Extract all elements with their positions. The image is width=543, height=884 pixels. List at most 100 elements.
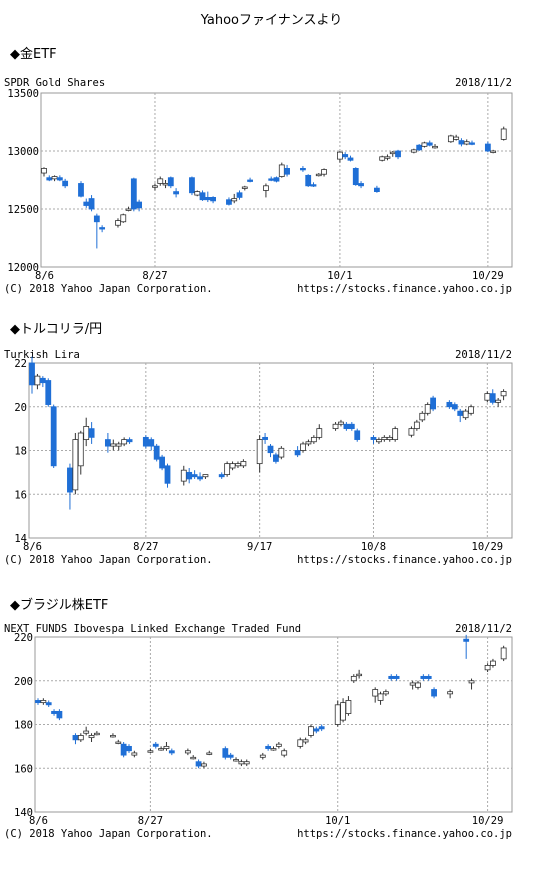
candle-down	[273, 177, 280, 182]
candle-up	[490, 660, 496, 666]
candle-down	[104, 439, 111, 447]
chart-subtitle: NEXT FUNDS Ibovespa Linked Exchange Trad…	[4, 623, 301, 635]
turkish-lira-chart: Turkish Lira 2018/11/2 14 16 18 20 22 8/6 8/27 9/…	[4, 349, 513, 566]
candle-up	[238, 761, 245, 765]
candle-up	[379, 156, 386, 161]
candle-down	[236, 192, 243, 198]
candle-up	[158, 748, 165, 751]
candle-down	[226, 199, 232, 205]
candle-up	[386, 436, 393, 440]
candle-down	[99, 227, 106, 230]
candle-down	[152, 743, 159, 747]
candle-down	[159, 456, 165, 469]
candle-up	[83, 426, 90, 440]
candle-up	[77, 432, 84, 467]
candle-up	[384, 156, 391, 159]
candle-down	[430, 397, 437, 410]
candle-down	[56, 710, 63, 719]
candle-up	[381, 436, 388, 440]
candle-up	[163, 745, 170, 749]
candle-down	[284, 168, 290, 175]
candle-down	[136, 201, 143, 209]
candle-up	[410, 149, 417, 153]
candle-down	[164, 465, 171, 484]
candle-up	[131, 752, 138, 756]
candle-down	[173, 191, 180, 195]
copyright-text: (C) 2018 Yahoo Japan Corporation.	[4, 283, 213, 295]
candle-down	[72, 735, 79, 741]
candle-down	[426, 142, 433, 146]
candle-up	[240, 461, 247, 467]
candle-up	[259, 754, 266, 758]
candle-down	[204, 197, 211, 201]
candle-down	[265, 745, 272, 749]
candle-down	[168, 750, 175, 754]
candle-up	[233, 759, 239, 762]
candle-down	[342, 154, 349, 158]
candle-up	[241, 186, 248, 189]
candle-down	[313, 728, 320, 732]
candle-up	[157, 178, 164, 184]
candle-up	[281, 750, 288, 756]
x-tick-label: 8/6	[23, 541, 42, 553]
candle-down	[153, 445, 160, 460]
candle-up	[389, 151, 396, 155]
chart-date: 2018/11/2	[455, 349, 512, 361]
x-tick-label: 8/27	[138, 815, 163, 827]
candle-up	[202, 474, 209, 478]
candle-down	[373, 187, 380, 193]
candle-up	[235, 463, 241, 467]
candle-down	[126, 745, 132, 752]
x-tick-label: 8/27	[133, 541, 158, 553]
candle-up	[110, 735, 116, 738]
candle-up	[184, 750, 191, 754]
x-tick-label: 10/29	[472, 815, 504, 827]
candle-down	[273, 454, 279, 462]
candle-down	[93, 215, 100, 223]
candle-up	[180, 469, 187, 482]
candle-up	[484, 393, 491, 401]
candle-up	[243, 761, 250, 765]
chart-subtitle: Turkish Lira	[4, 349, 80, 361]
candle-up	[447, 135, 454, 143]
y-tick-label: 16	[14, 489, 27, 501]
candle-up	[270, 748, 277, 751]
candle-down	[451, 404, 458, 410]
candle-down	[88, 428, 95, 438]
candle-up	[490, 150, 497, 153]
candle-up	[201, 763, 207, 767]
candle-down	[489, 393, 496, 403]
candle-down	[35, 700, 41, 704]
gold-etf-chart: SPDR Gold Shares 2018/11/2 12000 12500 13000…	[4, 77, 513, 295]
candle-down	[126, 439, 133, 443]
candle-up	[376, 439, 382, 443]
y-tick-label: 22	[14, 358, 27, 370]
candle-up	[152, 185, 158, 188]
candle-down	[305, 174, 312, 187]
candle-up	[110, 443, 117, 447]
candle-up	[415, 682, 421, 688]
candle-up	[500, 647, 507, 660]
candle-up	[115, 741, 122, 744]
x-tick-label: 10/1	[325, 815, 350, 827]
candle-down	[51, 710, 57, 714]
candle-down	[370, 436, 377, 440]
candle-up	[424, 404, 431, 414]
x-tick-label: 10/8	[361, 541, 386, 553]
candle-up	[115, 443, 122, 447]
candle-up	[337, 151, 343, 160]
candle-down	[227, 754, 234, 758]
candle-up	[302, 739, 309, 743]
candle-down	[67, 467, 73, 493]
candle-down	[484, 143, 491, 152]
candle-up	[462, 410, 469, 419]
candle-up	[300, 443, 306, 451]
candle-down	[247, 179, 253, 182]
candle-up	[340, 702, 346, 721]
chart-date: 2018/11/2	[455, 623, 512, 635]
candle-up	[495, 399, 502, 403]
y-tick-label: 200	[14, 676, 33, 688]
candle-up	[147, 750, 154, 753]
section-heading-gold: ◆金ETF	[10, 47, 57, 62]
x-tick-label: 9/17	[247, 541, 272, 553]
